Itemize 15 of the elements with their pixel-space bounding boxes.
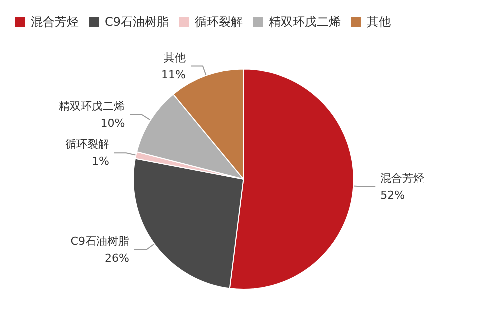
- legend-label: 混合芳烃: [31, 15, 79, 29]
- data-label: 10%: [100, 116, 126, 130]
- data-label: 52%: [380, 188, 406, 202]
- slice-label: C9石油树脂: [70, 234, 130, 248]
- slice-label: 循环裂解: [65, 138, 110, 152]
- slice-label: 其他: [164, 51, 186, 64]
- legend-label: 其他: [367, 15, 392, 29]
- slice-label: 精双环戊二烯: [59, 100, 126, 113]
- legend-label: C9石油树脂: [105, 15, 170, 29]
- data-label: 1%: [92, 155, 110, 168]
- data-label: 11%: [162, 68, 186, 82]
- slice-label: 混合芳烃: [380, 172, 425, 185]
- legend-label: 循环裂解: [195, 15, 244, 29]
- legend-label: 精双环戊二烯: [269, 15, 342, 29]
- data-label: 26%: [105, 252, 130, 265]
